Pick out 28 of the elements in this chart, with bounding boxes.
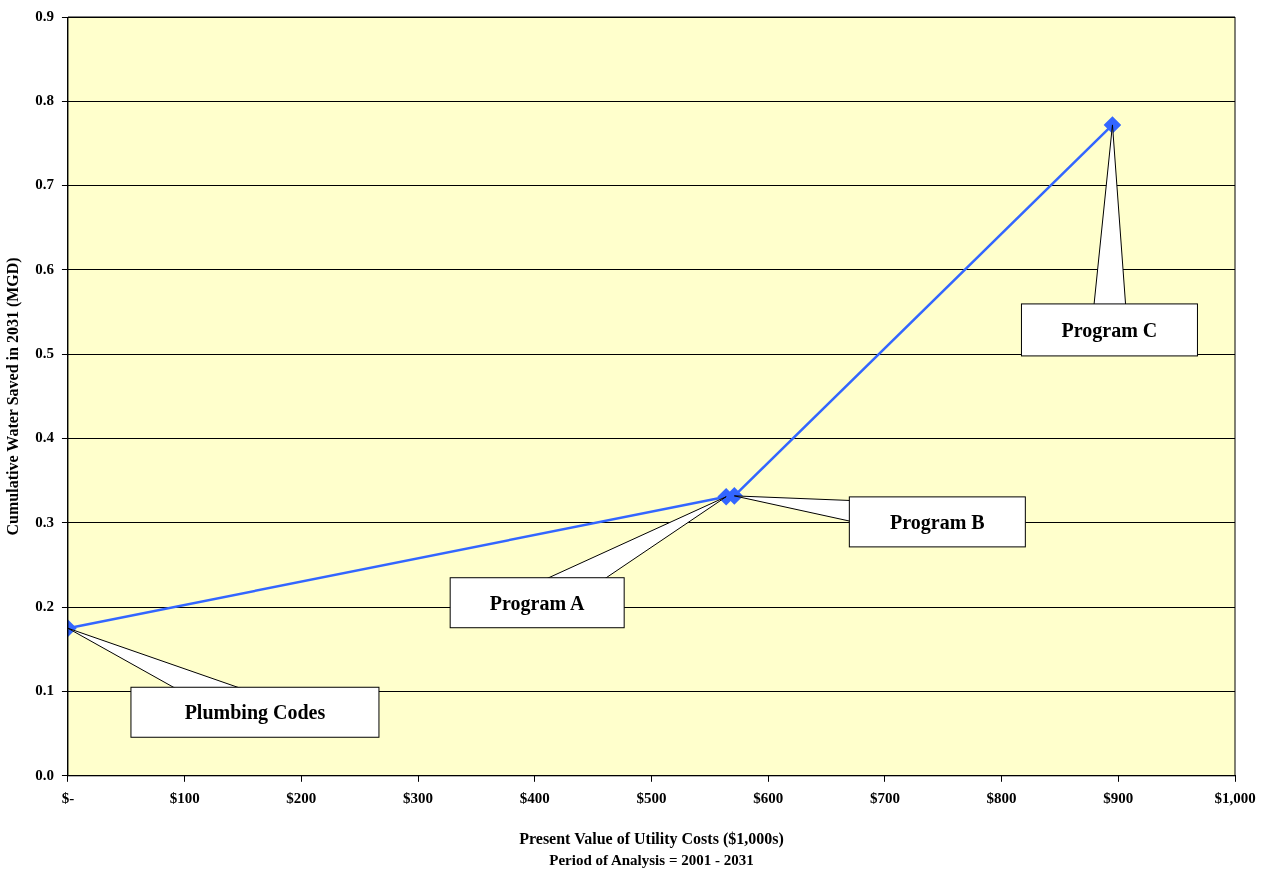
x-tick-label: $600 [753, 789, 784, 806]
annotation: Program C [1061, 318, 1158, 342]
x-tick-label: $100 [169, 789, 200, 806]
x-tick-label: $400 [519, 789, 550, 806]
y-tick-label: 0.1 [35, 682, 54, 699]
x-tick-label: $900 [1103, 789, 1134, 806]
y-tick-label: 0.8 [35, 92, 54, 109]
x-tick-label: $200 [286, 789, 317, 806]
annotation: Program A [489, 591, 586, 615]
x-tick-label: $700 [869, 789, 900, 806]
y-tick-label: 0.2 [35, 598, 54, 615]
annotation: Program B [890, 510, 985, 534]
x-tick-label: $- [61, 789, 75, 806]
y-tick-label: 0.7 [35, 176, 55, 193]
text: Period of Analysis = 2001 - 2031 [549, 851, 754, 868]
y-axis-title: Cumulative Water Saved in 2031 (MGD) [3, 257, 22, 536]
x-axis-title: Present Value of Utility Costs ($1,000s) [519, 829, 784, 848]
x-tick-label: $500 [636, 789, 667, 806]
x-tick-label: $300 [403, 789, 434, 806]
y-tick-label: 0.3 [35, 513, 54, 530]
y-tick-label: 0.4 [35, 429, 55, 446]
y-tick-label: 0.6 [35, 260, 55, 277]
x-tick-label: $800 [986, 789, 1017, 806]
y-tick-label: 0.5 [35, 345, 54, 362]
annotation: Plumbing Codes [184, 701, 326, 725]
x-tick-label: $1,000 [1214, 789, 1256, 806]
y-tick-label: 0.0 [35, 766, 54, 783]
y-tick-label: 0.9 [35, 7, 54, 24]
